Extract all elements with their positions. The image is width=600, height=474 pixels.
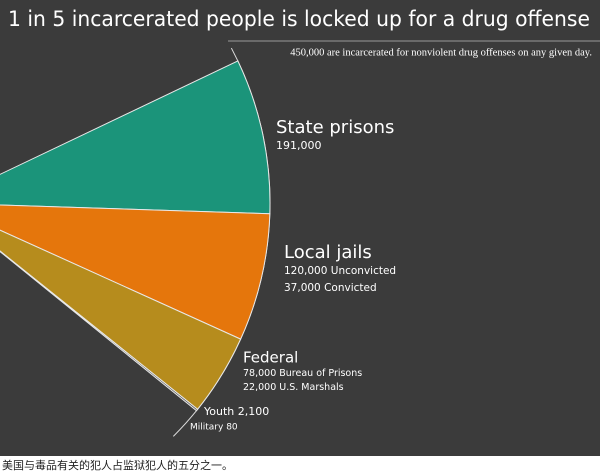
- chart-subtitle: 450,000 are incarcerated for nonviolent …: [290, 47, 592, 58]
- pie-slice: [0, 204, 271, 340]
- value-label: 37,000 Convicted: [284, 282, 377, 294]
- caption: 美国与毒品有关的犯人占监狱犯人的五分之一。: [2, 458, 233, 472]
- value-label: 22,000 U.S. Marshals: [243, 382, 344, 393]
- value-label: 78,000 Bureau of Prisons: [243, 368, 362, 379]
- slice-label: Local jails: [284, 242, 372, 263]
- value-label: Military 80: [190, 423, 238, 433]
- slice-label: State prisons: [276, 117, 394, 138]
- slice-label: Federal: [243, 349, 298, 367]
- value-label: Youth 2,100: [203, 405, 269, 418]
- value-label: 120,000 Unconvicted: [284, 265, 396, 277]
- value-label: 191,000: [276, 139, 322, 152]
- pie-slice: [0, 60, 271, 215]
- pie-slice: [0, 250, 199, 412]
- chart-title: 1 in 5 incarcerated people is locked up …: [8, 7, 590, 31]
